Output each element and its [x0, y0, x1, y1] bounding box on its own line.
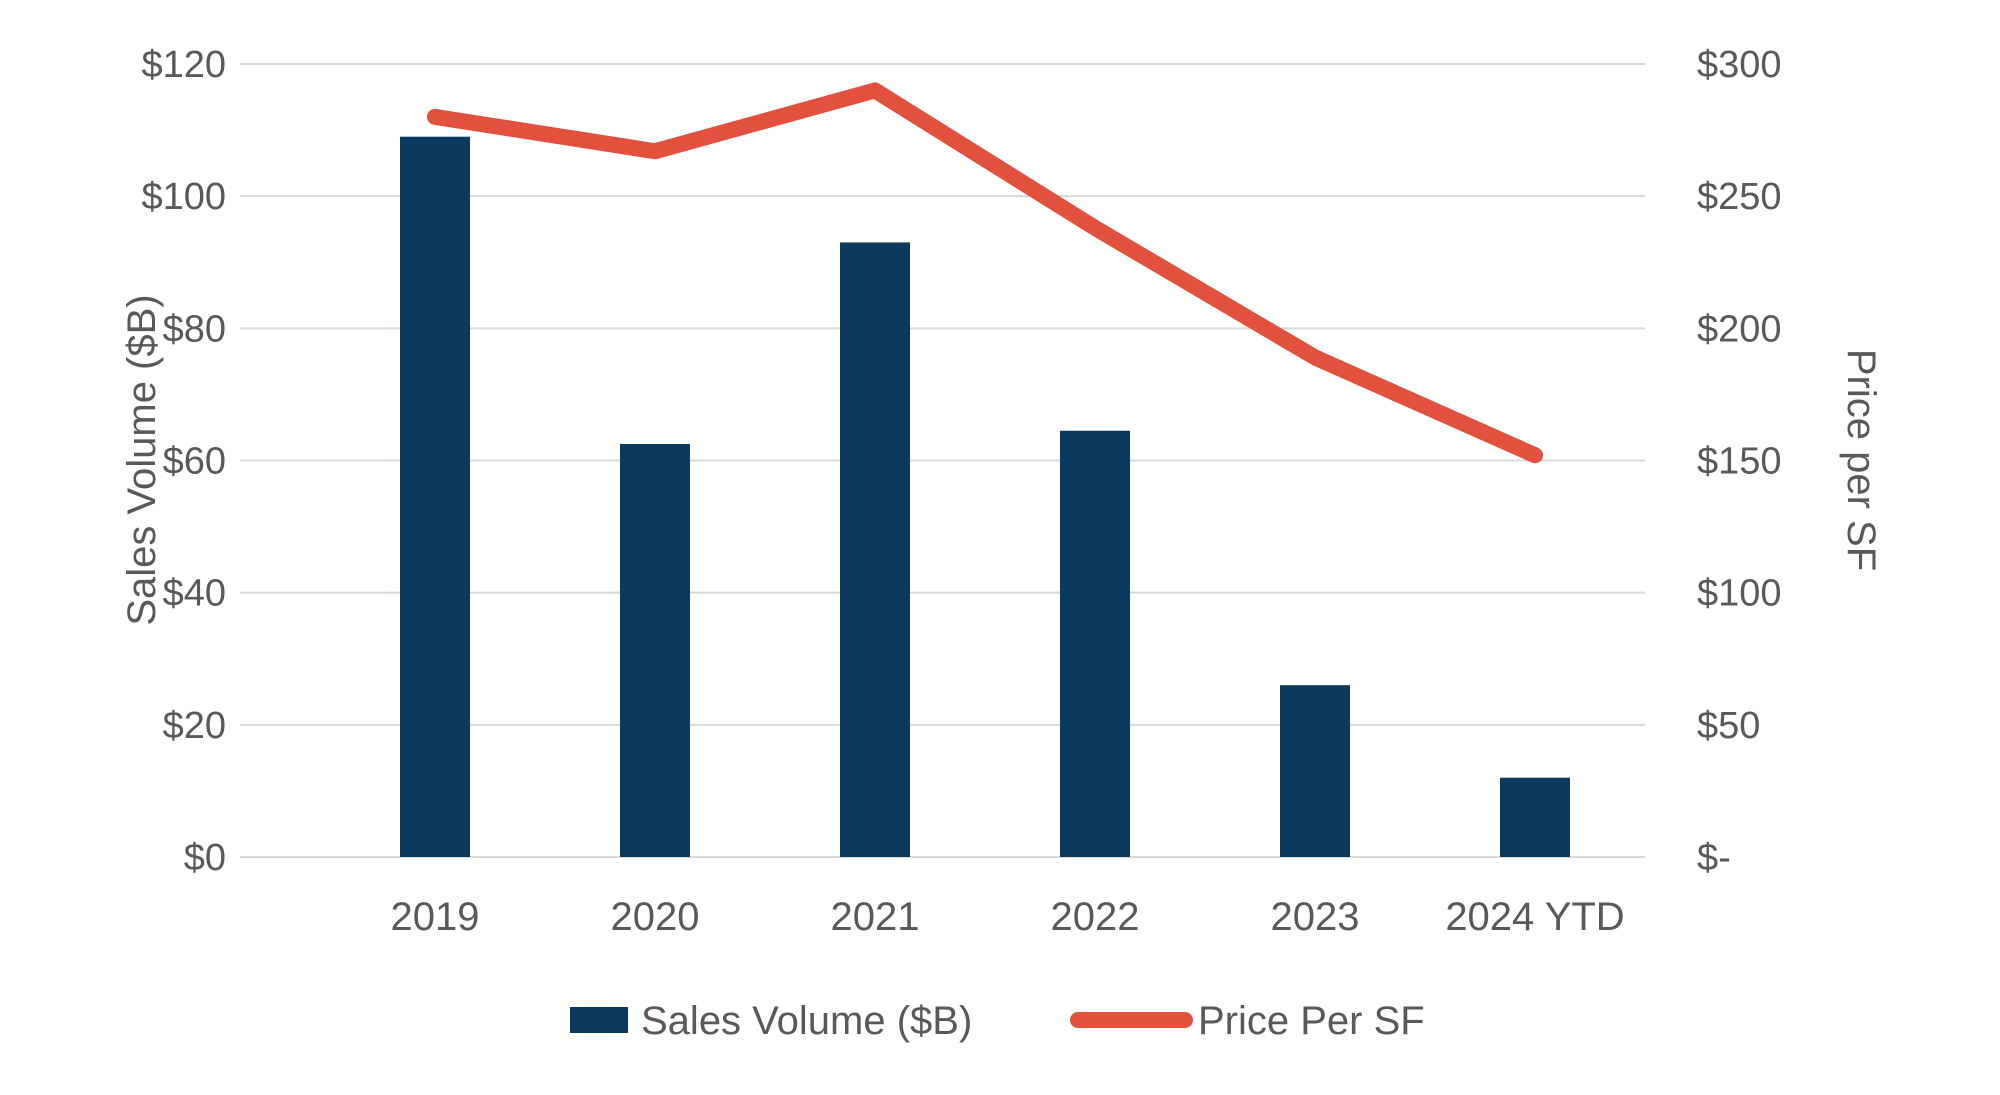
- x-axis-label: 2024 YTD: [1445, 895, 1624, 939]
- x-axis-label: 2022: [1051, 895, 1140, 939]
- right-axis-tick-label: $100: [1697, 573, 1782, 615]
- sales-volume-bar: [1280, 685, 1350, 857]
- sales-volume-bar: [1060, 430, 1130, 857]
- bar-series: [400, 136, 1570, 858]
- left-axis-tick-label: $80: [163, 308, 226, 350]
- legend-line-label: Price Per SF: [1198, 999, 1425, 1043]
- x-axis-label: 2023: [1271, 895, 1360, 939]
- left-axis-tick-label: $120: [141, 44, 226, 86]
- x-axis-label: 2021: [831, 895, 920, 939]
- left-axis-tick-label: $40: [163, 573, 226, 615]
- left-axis-title: Sales Volume ($B): [120, 294, 164, 625]
- legend-bar-swatch-icon: [570, 1007, 628, 1033]
- sales-volume-bar: [620, 443, 690, 857]
- x-axis-labels: 2019 2020 2021 2022 2023 2024 YTD: [391, 895, 1625, 939]
- right-axis-tick-label: $200: [1697, 308, 1782, 350]
- right-axis-tick-labels: $- $50 $100 $150 $200 $250 $300: [1697, 44, 1782, 879]
- right-axis-tick-label: $150: [1697, 441, 1782, 483]
- left-axis-tick-label: $20: [163, 705, 226, 747]
- sales-volume-bar: [840, 242, 910, 858]
- right-axis-tick-label: $50: [1697, 705, 1760, 747]
- legend-bar-label: Sales Volume ($B): [641, 999, 972, 1043]
- right-axis-tick-label: $300: [1697, 44, 1782, 86]
- gridlines: [240, 63, 1645, 858]
- left-axis-tick-labels: $0 $20 $40 $60 $80 $100 $120: [141, 44, 226, 879]
- price-line-series: [427, 82, 1543, 464]
- sales-volume-bar: [400, 136, 470, 858]
- left-axis-tick-label: $100: [141, 176, 226, 218]
- sales-volume-bar: [1500, 777, 1570, 857]
- left-axis-tick-label: $60: [163, 441, 226, 483]
- right-axis-tick-label: $-: [1697, 837, 1731, 879]
- legend: Sales Volume ($B) Price Per SF: [570, 999, 1425, 1043]
- right-axis-title: Price per SF: [1839, 349, 1883, 571]
- x-axis-label: 2019: [391, 895, 480, 939]
- right-axis-tick-label: $250: [1697, 176, 1782, 218]
- left-axis-tick-label: $0: [184, 837, 226, 879]
- x-axis-label: 2020: [611, 895, 700, 939]
